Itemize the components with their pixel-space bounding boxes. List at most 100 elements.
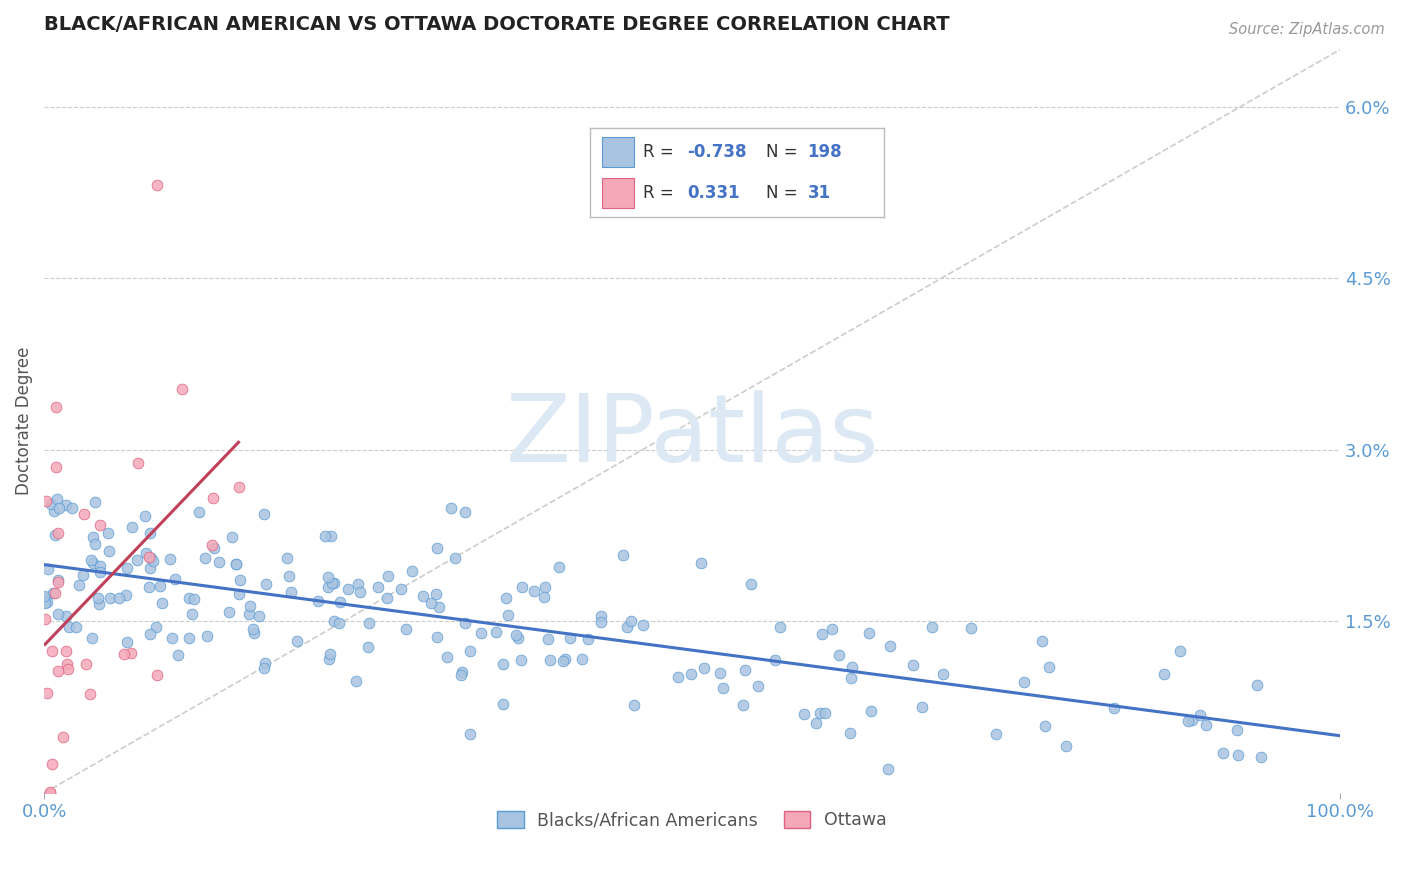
Point bbox=[931, 667, 953, 681]
Point bbox=[839, 725, 862, 739]
Point bbox=[344, 673, 367, 688]
Point bbox=[46, 574, 69, 589]
Point bbox=[419, 596, 441, 610]
Point bbox=[80, 631, 103, 645]
Point bbox=[83, 537, 105, 551]
Point bbox=[492, 657, 515, 671]
Point bbox=[127, 457, 149, 471]
Point bbox=[560, 631, 582, 645]
Point bbox=[167, 648, 190, 662]
Point bbox=[195, 629, 218, 643]
Point bbox=[523, 584, 546, 599]
Point bbox=[841, 671, 863, 685]
Point bbox=[389, 582, 412, 597]
Point bbox=[134, 509, 156, 524]
Point bbox=[181, 607, 204, 621]
Point bbox=[228, 573, 250, 587]
Point bbox=[37, 594, 59, 608]
Point bbox=[426, 630, 449, 644]
Point bbox=[135, 546, 157, 560]
Point bbox=[82, 530, 104, 544]
Point bbox=[554, 652, 576, 666]
Point bbox=[56, 662, 79, 676]
Point bbox=[690, 556, 713, 570]
Point bbox=[589, 608, 612, 623]
Point bbox=[253, 507, 276, 521]
Point bbox=[187, 505, 209, 519]
Point bbox=[450, 668, 472, 682]
Point bbox=[72, 568, 94, 582]
Point bbox=[125, 553, 148, 567]
Point bbox=[458, 727, 481, 741]
Point bbox=[321, 576, 343, 591]
Point bbox=[1104, 701, 1126, 715]
Point bbox=[45, 492, 67, 507]
Point bbox=[254, 577, 277, 591]
Point bbox=[139, 561, 162, 575]
Point bbox=[172, 382, 194, 396]
Point bbox=[769, 620, 792, 634]
Point bbox=[329, 595, 352, 609]
Point bbox=[55, 498, 77, 512]
Point bbox=[679, 666, 702, 681]
Point bbox=[35, 494, 58, 508]
Point bbox=[1168, 644, 1191, 658]
Point bbox=[67, 578, 90, 592]
Point bbox=[859, 704, 882, 718]
Bar bbox=[602, 178, 634, 208]
Point bbox=[89, 565, 111, 579]
Point bbox=[458, 643, 481, 657]
Point bbox=[39, 497, 62, 511]
Point bbox=[73, 507, 96, 521]
Point bbox=[38, 786, 60, 800]
Point bbox=[75, 657, 97, 672]
Point bbox=[401, 564, 423, 578]
Point bbox=[165, 572, 187, 586]
Text: 198: 198 bbox=[807, 143, 842, 161]
Point bbox=[318, 652, 340, 666]
Point bbox=[239, 599, 262, 614]
Point bbox=[450, 665, 472, 679]
Text: N =: N = bbox=[766, 143, 803, 161]
Point bbox=[357, 640, 380, 654]
Point bbox=[55, 644, 77, 658]
Point bbox=[160, 631, 183, 645]
Point bbox=[321, 529, 343, 543]
Point bbox=[314, 529, 336, 543]
Point bbox=[46, 664, 69, 678]
Point bbox=[34, 612, 56, 626]
Point bbox=[243, 626, 266, 640]
Point bbox=[307, 593, 329, 607]
Point bbox=[1227, 748, 1250, 763]
Point bbox=[115, 560, 138, 574]
Point bbox=[551, 654, 574, 668]
Point bbox=[65, 619, 87, 633]
Point bbox=[139, 526, 162, 541]
Point bbox=[538, 653, 561, 667]
Point bbox=[336, 582, 359, 596]
Point bbox=[202, 541, 225, 555]
Point bbox=[510, 653, 533, 667]
Point bbox=[218, 605, 240, 619]
Point bbox=[145, 620, 167, 634]
Point bbox=[620, 614, 643, 628]
Point bbox=[112, 647, 135, 661]
Point bbox=[495, 591, 517, 605]
Point bbox=[34, 591, 56, 605]
Point bbox=[249, 609, 271, 624]
Point bbox=[693, 661, 716, 675]
Y-axis label: Doctorate Degree: Doctorate Degree bbox=[15, 347, 32, 495]
Point bbox=[46, 573, 69, 587]
Point bbox=[225, 557, 247, 571]
Point bbox=[858, 626, 880, 640]
Point bbox=[533, 580, 555, 594]
Point bbox=[44, 585, 66, 599]
Point bbox=[82, 556, 104, 570]
Point bbox=[238, 607, 260, 621]
Point bbox=[79, 687, 101, 701]
Point bbox=[377, 568, 399, 582]
Point bbox=[56, 657, 79, 671]
Point bbox=[183, 592, 205, 607]
Point bbox=[208, 555, 231, 569]
Point bbox=[242, 622, 264, 636]
